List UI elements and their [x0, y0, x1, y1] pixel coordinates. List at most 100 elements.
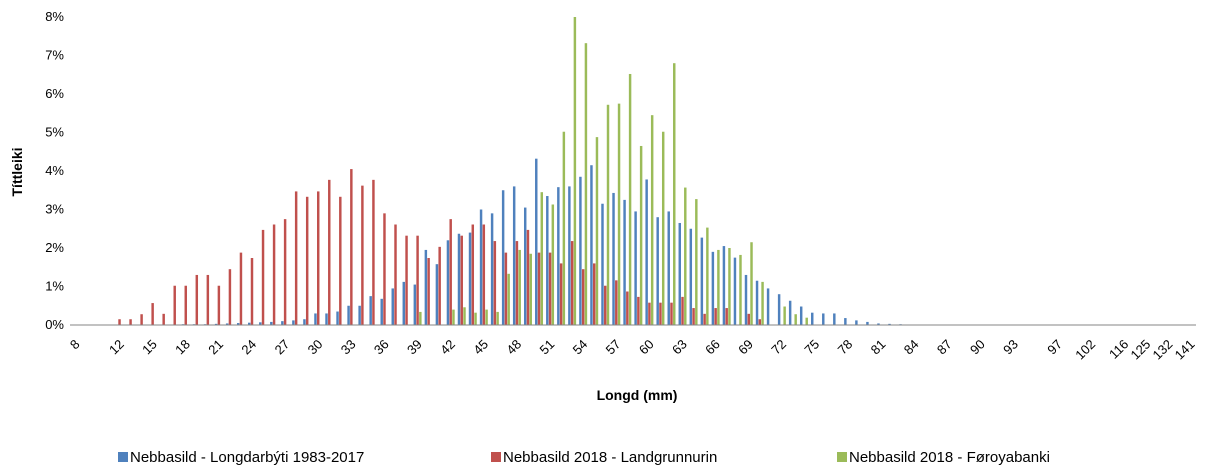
bar-series-3	[761, 281, 764, 325]
legend-swatch	[118, 452, 128, 462]
bar-series-2	[350, 169, 353, 325]
bar-series-1	[799, 306, 803, 325]
bar-series-1	[711, 251, 715, 325]
bar-series-2	[140, 314, 143, 325]
bar-series-3	[628, 73, 632, 325]
bar-series-3	[562, 131, 566, 325]
bar-series-1	[788, 300, 792, 325]
y-axis-title: Títtleiki	[9, 147, 25, 196]
bar-series-2	[493, 241, 497, 325]
bar-series-1	[590, 165, 593, 325]
bar-series-2	[162, 313, 165, 325]
bar-series-2	[416, 235, 419, 325]
bar-series-1	[402, 281, 406, 325]
bar-series-1	[501, 190, 505, 325]
bar-series-3	[717, 249, 720, 325]
bar-series-1	[645, 179, 648, 325]
x-tick-label: 125	[1127, 337, 1153, 363]
bar-series-2	[637, 296, 640, 325]
x-tick-label: 60	[636, 337, 657, 358]
x-tick-label: 57	[603, 337, 624, 358]
x-tick-label: 54	[570, 337, 591, 358]
bar-series-1	[557, 187, 560, 325]
bar-series-2	[681, 296, 684, 325]
y-tick-label: 8%	[45, 9, 64, 24]
bar-series-1	[490, 213, 494, 325]
bar-series-1	[546, 196, 549, 325]
bar-series-2	[217, 285, 221, 325]
bar-series-1	[281, 321, 284, 325]
bar-series-1	[512, 186, 516, 325]
bar-series-2	[615, 280, 618, 325]
bar-series-1	[523, 207, 527, 325]
x-tick-label: 21	[205, 337, 226, 358]
x-tick-label: 30	[305, 337, 326, 358]
bar-series-3	[463, 307, 466, 325]
bar-series-2	[261, 229, 265, 325]
bar-series-2	[581, 269, 585, 325]
x-tick-label: 24	[238, 337, 259, 358]
bar-series-1	[314, 313, 317, 325]
bar-series-2	[604, 285, 607, 325]
bar-series-1	[877, 323, 880, 325]
bar-series-1	[457, 233, 461, 325]
bar-series-1	[689, 228, 693, 325]
bar-series-2	[526, 229, 530, 325]
x-tick-label: 42	[437, 337, 458, 358]
bar-series-1	[656, 217, 659, 325]
bar-series-2	[129, 319, 132, 325]
bar-series-1	[822, 313, 825, 325]
x-tick-label: 18	[172, 337, 193, 358]
bar-series-2	[228, 269, 232, 325]
bar-series-2	[692, 308, 695, 325]
x-tick-label: 15	[139, 337, 160, 358]
x-tick-label: 90	[967, 337, 988, 358]
x-tick-label: 141	[1172, 337, 1198, 363]
bar-series-2	[559, 263, 563, 325]
bar-series-1	[811, 312, 814, 325]
bar-series-2	[537, 252, 541, 325]
legend: Nebbasild - Longdarbýti 1983-2017 Nebbasi…	[118, 449, 1050, 466]
bar-series-3	[452, 309, 455, 325]
bar-series-2	[626, 291, 629, 325]
bar-series-1	[579, 176, 582, 325]
bar-series-2	[592, 263, 596, 325]
bar-series-1	[380, 298, 383, 325]
bar-series-3	[485, 309, 488, 325]
bar-series-2	[471, 224, 475, 325]
bar-series-2	[747, 313, 750, 325]
bar-series-1	[303, 319, 306, 325]
x-tick-label: 72	[768, 337, 789, 358]
bar-series-3	[419, 311, 422, 325]
bar-series-2	[438, 246, 441, 325]
bar-series-2	[317, 191, 320, 325]
bar-series-1	[270, 321, 273, 325]
legend-item-2: Nebbasild 2018 - Landgrunnurin	[491, 449, 717, 466]
x-tick-label: 81	[868, 337, 889, 358]
x-tick-label: 66	[702, 337, 723, 358]
bar-series-2	[294, 191, 298, 325]
bar-series-1	[777, 294, 781, 325]
bar-series-2	[714, 308, 717, 325]
bar-series-3	[728, 248, 731, 325]
bar-series-3	[650, 115, 654, 325]
bar-series-1	[214, 323, 218, 325]
bar-series-3	[474, 312, 477, 325]
bar-series-3	[750, 242, 753, 325]
bar-series-1	[468, 232, 472, 325]
x-tick-label: 51	[536, 337, 557, 358]
bar-series-3	[595, 137, 599, 325]
x-tick-label: 87	[934, 337, 955, 358]
bar-series-3	[794, 314, 797, 325]
bar-series-1	[358, 305, 361, 325]
bar-series-1	[248, 322, 251, 325]
bar-series-1	[236, 323, 240, 325]
bar-series-3	[684, 187, 687, 325]
x-tick-label: 84	[901, 337, 922, 358]
bar-series-2	[670, 302, 673, 325]
bar-series-3	[617, 103, 621, 326]
bar-series-2	[482, 224, 486, 325]
bar-series-2	[173, 285, 176, 325]
bar-series-2	[118, 319, 121, 325]
